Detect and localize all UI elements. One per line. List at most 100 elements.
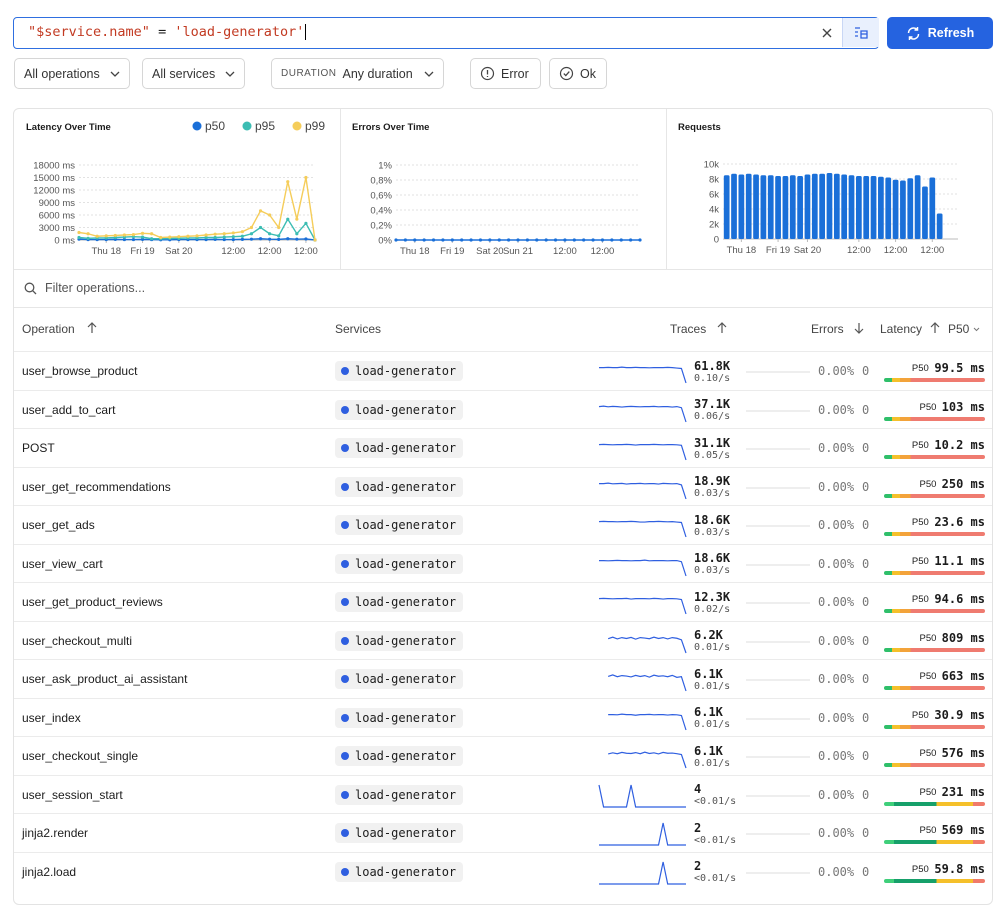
y-tick-label: 1%: [378, 161, 392, 172]
table-row[interactable]: jinja2.render load-generator 2 <0.01/s 0.00%…: [14, 813, 992, 853]
latency-distribution: [884, 686, 985, 690]
service-tag: load-generator: [335, 784, 464, 805]
latency-value: 809 ms: [941, 630, 985, 645]
query-options[interactable]: [842, 18, 879, 47]
point: [478, 238, 483, 242]
x-tick-label: 12:00: [294, 246, 318, 257]
traces-cell: 2 <0.01/s: [694, 814, 736, 852]
point: [168, 235, 172, 239]
ok-filter[interactable]: Ok: [549, 58, 607, 89]
table-row[interactable]: user_ask_product_ai_assistant load-genera…: [14, 659, 992, 699]
clear-icon[interactable]: [821, 27, 833, 39]
service-cell: load-generator: [335, 429, 464, 467]
sparkline-box: [598, 395, 688, 425]
sparkline: [599, 861, 686, 885]
point: [104, 234, 108, 238]
trace-count: 12.3K: [694, 589, 731, 604]
table-row[interactable]: user_get_product_reviews load-generator 12…: [14, 582, 992, 622]
table-row[interactable]: user_view_cart load-generator 18.6K 0.03/s 0…: [14, 543, 992, 584]
error-bar: [746, 679, 810, 681]
operations-filter[interactable]: All operations: [14, 58, 130, 89]
service-cell: load-generator: [335, 622, 464, 660]
error-count: 0: [862, 864, 870, 879]
error-rate: 0.00%: [818, 479, 855, 494]
traces-cell: 6.1K 0.01/s: [694, 660, 730, 698]
y-tick-label: 0,2%: [370, 221, 392, 232]
error-bar: [746, 602, 810, 604]
error-count: 0: [862, 402, 870, 417]
error-filter[interactable]: Error: [470, 58, 541, 89]
col-traces[interactable]: Traces: [670, 322, 707, 336]
trace-rate: 0.06/s: [694, 411, 731, 422]
x-tick-label: 12:00: [553, 246, 577, 257]
error-bar: [746, 833, 810, 835]
sparkline: [599, 559, 687, 576]
col-operation[interactable]: Operation: [22, 322, 75, 336]
service-cell: load-generator: [335, 506, 464, 544]
refresh-button[interactable]: Refresh: [887, 17, 993, 49]
filter-input[interactable]: Filter operations...: [45, 281, 146, 295]
table-row[interactable]: user_get_ads load-generator 18.6K 0.03/s 0.0…: [14, 505, 992, 545]
table-row[interactable]: user_checkout_single load-generator 6.1K 0.…: [14, 736, 992, 776]
x-tick-label: Sat 20: [165, 246, 192, 257]
point: [222, 235, 226, 239]
point: [131, 237, 136, 242]
sparkline-box: [598, 549, 688, 579]
col-errors[interactable]: Errors: [811, 322, 844, 336]
sparkline-path: [598, 520, 687, 538]
services-filter[interactable]: All services: [142, 58, 245, 89]
error-count: 0: [862, 787, 870, 802]
error-rate: 0.00%: [818, 749, 855, 763]
traces-cell: 2 <0.01/s: [694, 853, 736, 891]
percentile-select[interactable]: P50: [948, 322, 970, 336]
table-row[interactable]: user_browse_product load-generator 61.8K 0.…: [14, 351, 992, 391]
service-dot: [341, 367, 349, 375]
trace-count: 18.6K: [694, 551, 731, 565]
table-row[interactable]: user_session_start load-generator 4 <0.01/s…: [14, 774, 992, 815]
operation-name: POST: [22, 441, 55, 455]
col-services[interactable]: Services: [335, 322, 382, 336]
service-tag: load-generator: [335, 361, 464, 381]
sparkline-path: [608, 751, 687, 769]
col-latency[interactable]: Latency: [880, 322, 923, 336]
trace-rate: <0.01/s: [694, 796, 737, 807]
latency-value: 250 ms: [941, 476, 985, 491]
latency-value: 23.6 ms: [934, 515, 985, 529]
table-row[interactable]: user_checkout_multi load-generator 6.2K 0.0…: [14, 620, 992, 661]
latency-value: 103 ms: [941, 399, 985, 414]
latency-cell: P50 250 ms: [884, 475, 986, 499]
point: [610, 238, 614, 242]
trace-rate: 0.03/s: [694, 565, 731, 576]
table-row[interactable]: POST load-generator 31.1K 0.05/s 0.00% 0 P50 10…: [14, 428, 992, 468]
table-row[interactable]: user_get_recommendations load-generator 18…: [14, 466, 992, 507]
trace-count: 31.1K: [694, 435, 731, 450]
table-row[interactable]: user_index load-generator 6.1K 0.01/s 0.00% 0…: [14, 697, 992, 738]
bar: [900, 180, 906, 239]
bar: [885, 177, 892, 239]
latency-cell: P50 11.1 ms: [884, 552, 986, 576]
y-tick-label: 0 ms: [54, 236, 75, 247]
service-name: load-generator: [355, 364, 457, 378]
table-row[interactable]: user_add_to_cart load-generator 37.1K 0.06/…: [14, 389, 992, 430]
legend-label: p50: [205, 119, 225, 133]
service-cell: load-generator: [335, 699, 464, 737]
query-icon: [855, 27, 868, 39]
sparkline: [607, 674, 687, 692]
y-tick-label: 0%: [378, 236, 392, 247]
service-tag: load-generator: [335, 592, 464, 612]
point: [213, 235, 217, 240]
table-row[interactable]: jinja2.load load-generator 2 <0.01/s 0.00% 0 P…: [14, 851, 992, 892]
error-count: 0: [862, 749, 870, 763]
latency-distribution: [884, 493, 985, 498]
sparkline: [599, 482, 687, 499]
table-header: Operation Services Traces Errors Latency…: [14, 307, 992, 352]
service-cell: load-generator: [335, 737, 464, 775]
search-box[interactable]: "$service.name" = 'load-generator': [13, 17, 879, 49]
latency-cell: P50 59.8 ms: [884, 860, 986, 884]
error-rate: 0.00%: [818, 826, 855, 840]
traces-cell: 61.8K 0.10/s: [694, 352, 730, 390]
operation-name: user_index: [22, 710, 81, 725]
point: [240, 230, 244, 234]
duration-filter[interactable]: DURATION Any duration: [271, 58, 444, 89]
error-bar: [746, 717, 810, 720]
